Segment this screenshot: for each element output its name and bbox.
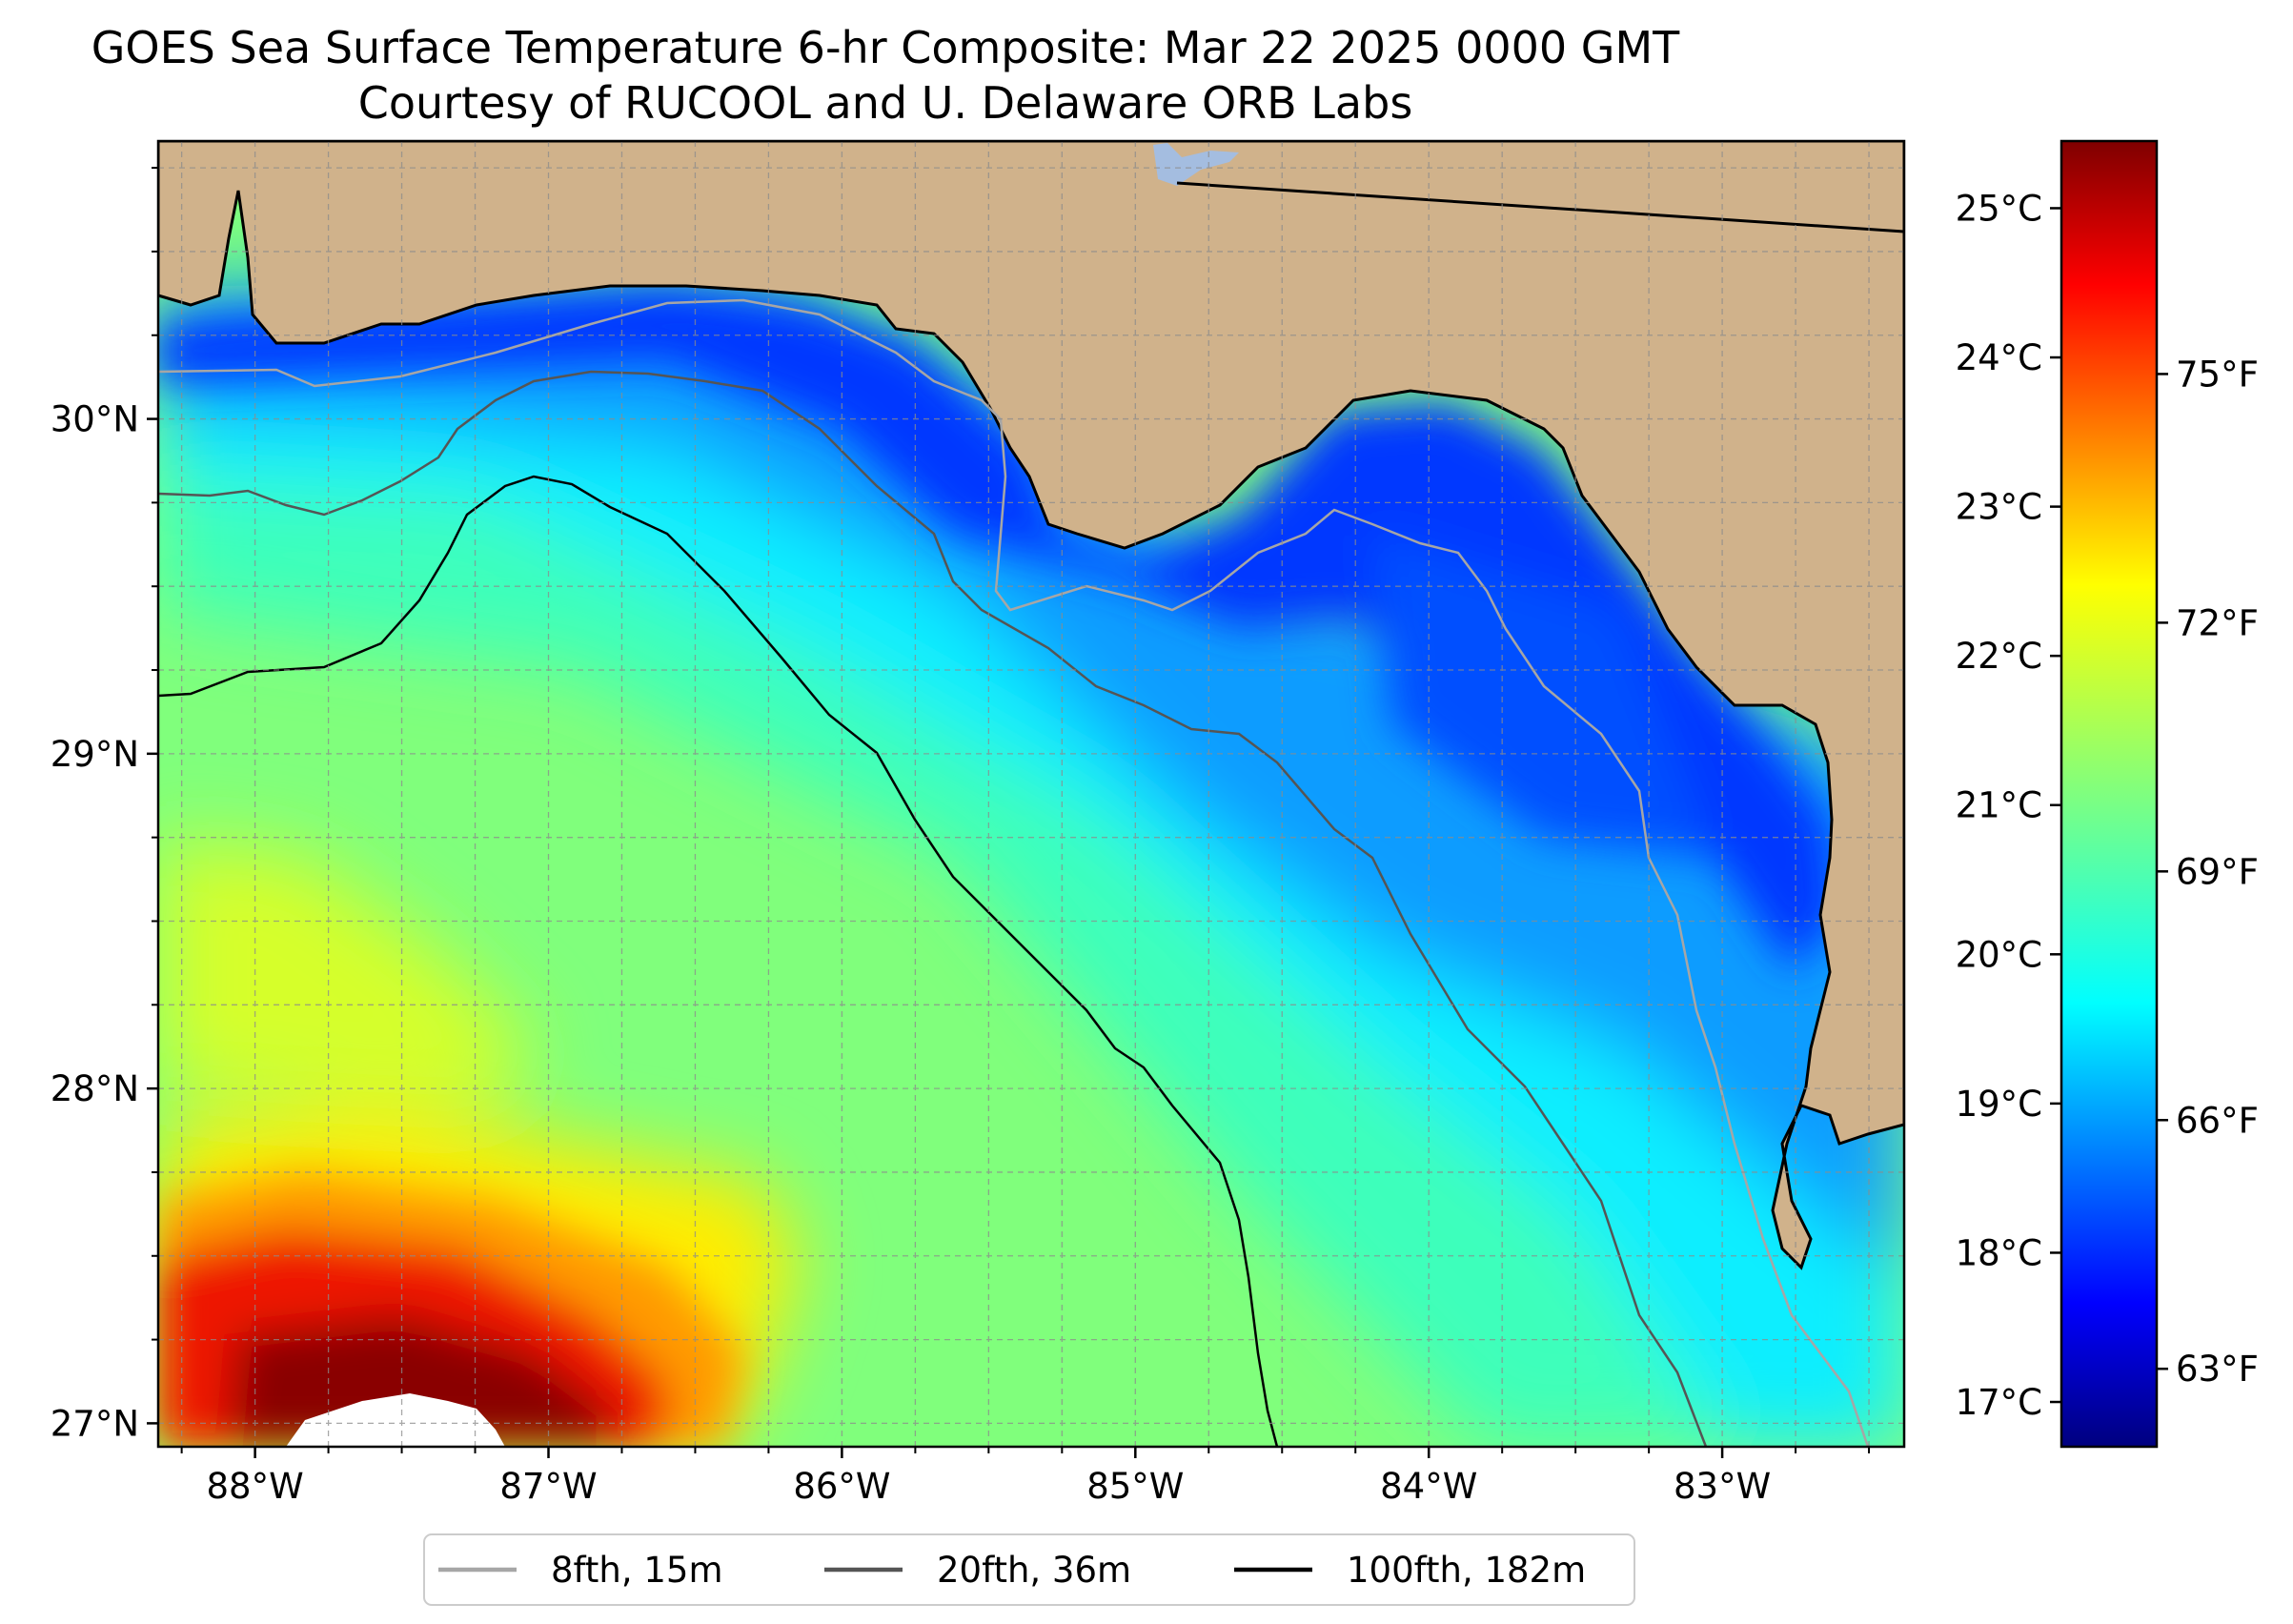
land-mass [158,141,1904,1270]
sst-outer-shelf [158,400,1904,1447]
celsius-tick-label: 22°C [1956,636,2042,677]
map-ticks: 88°W 87°W 86°W 85°W 84°W 83°W 27°N 28°N 29°N 30°N [51,167,1871,1507]
fahrenheit-tick-label: 66°F [2176,1100,2259,1141]
chart-subtitle: Courtesy of RUCOOL and U. Delaware ORB L… [357,77,1413,129]
x-tick-label: 88°W [207,1466,304,1507]
legend-box [423,1533,1635,1606]
celsius-tick-label: 23°C [1956,487,2042,528]
fahrenheit-tick-label: 63°F [2176,1349,2259,1390]
x-tick-label: 83°W [1674,1466,1771,1507]
y-tick-label: 30°N [51,399,139,440]
fahrenheit-tick-label: 72°F [2176,602,2259,643]
gridlines [158,141,1904,1447]
celsius-tick-label: 19°C [1956,1084,2042,1125]
x-tick-label: 87°W [499,1466,597,1507]
isobath-20fth [158,370,1708,1447]
celsius-tick-label: 17°C [1956,1382,2042,1423]
isobath-100fth [158,475,1279,1447]
colorbar-ticks: 17°C 18°C 19°C 20°C 21°C 22°C 23°C 24°C 25°C 63°F… [1956,188,2259,1423]
colorbar [2060,139,2159,1449]
sst-nearshore [158,286,1839,972]
legend-label: 20fth, 36m [937,1550,1131,1591]
legend: 8fth, 15m 20fth, 36m 100fth, 182m [423,1533,1635,1606]
no-data-patch [286,1393,505,1447]
celsius-tick-label: 24°C [1956,337,2042,378]
chart-title: GOES Sea Surface Temperature 6-hr Compos… [91,22,1680,73]
celsius-tick-label: 25°C [1956,188,2042,229]
y-tick-label: 27°N [51,1403,139,1444]
celsius-tick-label: 21°C [1956,785,2042,826]
x-tick-label: 84°W [1380,1466,1477,1507]
x-tick-label: 86°W [793,1466,890,1507]
map-frame [156,139,1906,1449]
x-tick-label: 85°W [1086,1466,1184,1507]
state-border [1176,181,1904,233]
y-tick-label: 28°N [51,1068,139,1109]
celsius-tick-label: 20°C [1956,934,2042,975]
fahrenheit-tick-label: 75°F [2176,354,2259,395]
legend-label: 100fth, 182m [1347,1550,1586,1591]
y-tick-label: 29°N [51,734,139,775]
celsius-tick-label: 18°C [1956,1232,2042,1273]
isobath-8fth [158,298,1870,1447]
fahrenheit-tick-label: 69°F [2176,851,2259,892]
legend-label: 8fth, 15m [551,1550,723,1591]
lake-seminole [1153,143,1239,186]
